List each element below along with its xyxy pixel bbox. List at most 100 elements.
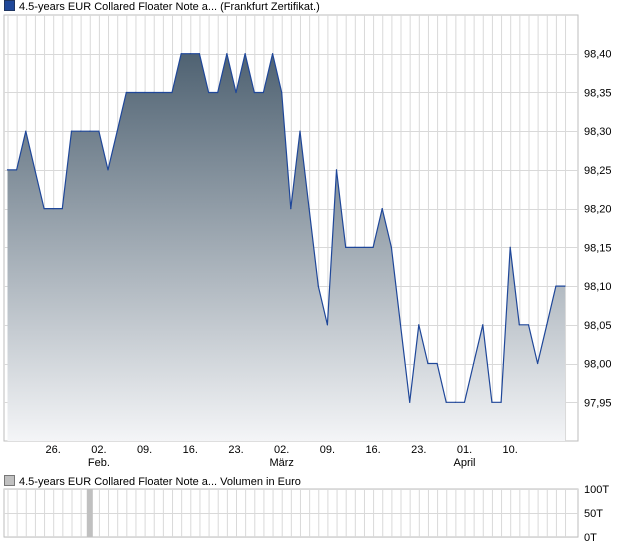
price-point [399,324,402,326]
price-point [418,324,420,326]
price-point [235,91,237,94]
price-point [537,362,539,365]
price-y-tick-label: 98,20 [584,204,612,216]
price-point [363,246,365,248]
price-point [198,53,200,55]
price-point [89,130,91,132]
price-area-fill [7,53,565,441]
price-point [335,169,338,171]
price-x-tick-label: 09. [137,444,152,456]
volume-bars [86,489,93,537]
price-y-tick-label: 97,95 [584,397,612,409]
price-point [372,246,374,248]
price-y-tick-label: 98,30 [584,126,612,138]
price-point [25,130,27,132]
price-point [34,169,36,171]
price-point [473,362,475,365]
price-point [354,246,356,248]
price-point [153,91,155,94]
volume-y-axis: 100T 50T 0T [584,484,609,544]
volume-y-tick-label: 0T [584,532,597,544]
volume-y-tick-label: 100T [584,484,609,496]
price-y-tick-label: 98,35 [584,88,612,100]
volume-y-tick-label: 50T [584,508,603,520]
price-point [345,246,347,248]
price-point [564,285,566,287]
price-x-tick-label: 16. [365,444,380,456]
price-point [500,401,502,403]
price-y-tick-label: 98,15 [584,242,612,254]
price-legend-label: 4.5-years EUR Collared Floater Note a...… [19,1,320,13]
price-y-axis: 98,40 98,35 98,30 98,25 98,20 98,15 98,10 98,05… [584,49,612,410]
volume-legend: 4.5-years EUR Collared Floater Note a...… [4,475,301,489]
price-point [555,285,557,287]
price-x-tick-label: 01. [457,444,472,456]
price-x-tick-label: 26. [46,444,61,456]
price-point [16,169,18,171]
price-series-line [7,53,565,403]
volume-grid [3,488,579,538]
price-point [527,324,530,326]
price-y-tick-label: 98,10 [584,281,612,293]
price-point [326,324,328,326]
price-x-tick-label: 23. [411,444,426,456]
price-point [180,53,182,55]
price-point [463,401,466,403]
price-point [281,91,283,94]
price-point [518,324,520,326]
price-point [162,91,164,94]
price-y-tick-label: 98,40 [584,49,612,61]
price-x-tick-label: 09. [320,444,335,456]
price-y-tick-label: 98,00 [584,359,612,371]
price-point [98,130,100,132]
price-point [244,53,246,55]
price-x-tick-label: 02. [274,444,289,456]
price-point [509,246,511,248]
price-point [125,91,127,94]
price-x-tick-label: 10. [503,444,518,456]
price-point [189,53,191,55]
price-area [6,53,566,441]
volume-bar [86,489,93,537]
price-x-tick-label: 16. [183,444,198,456]
price-point [107,169,109,171]
price-point [445,401,447,403]
price-point [61,208,63,210]
price-point [317,285,319,287]
price-legend: 4.5-years EUR Collared Floater Note a...… [4,0,320,14]
price-point [290,208,292,210]
price-point [262,91,264,94]
price-point [171,91,173,94]
price-legend-swatch [4,0,15,11]
price-point [381,208,383,210]
price-point [454,401,456,403]
price-point [409,401,411,403]
volume-legend-swatch [4,475,15,486]
price-x-tick-label: 02. [91,444,106,456]
price-point [134,91,137,94]
price-x-month-label: Feb. [88,457,110,469]
volume-legend-label: 4.5-years EUR Collared Floater Note a...… [19,476,301,488]
price-point [6,169,9,171]
price-point [253,91,255,94]
price-point [52,208,54,210]
price-point [546,324,548,326]
price-point [491,401,493,403]
price-point [43,208,45,210]
price-point [80,130,82,132]
price-y-tick-label: 98,05 [584,320,612,332]
price-y-tick-label: 98,25 [584,165,612,177]
price-point [308,208,310,210]
price-x-month-label: März [269,457,293,469]
price-point [427,362,429,365]
price-point [217,91,219,94]
price-point [272,53,274,55]
price-point [226,53,228,55]
price-point [482,324,484,326]
price-point [436,362,438,365]
price-point [208,91,210,94]
price-x-month-label: April [453,457,475,469]
price-point [390,246,392,248]
